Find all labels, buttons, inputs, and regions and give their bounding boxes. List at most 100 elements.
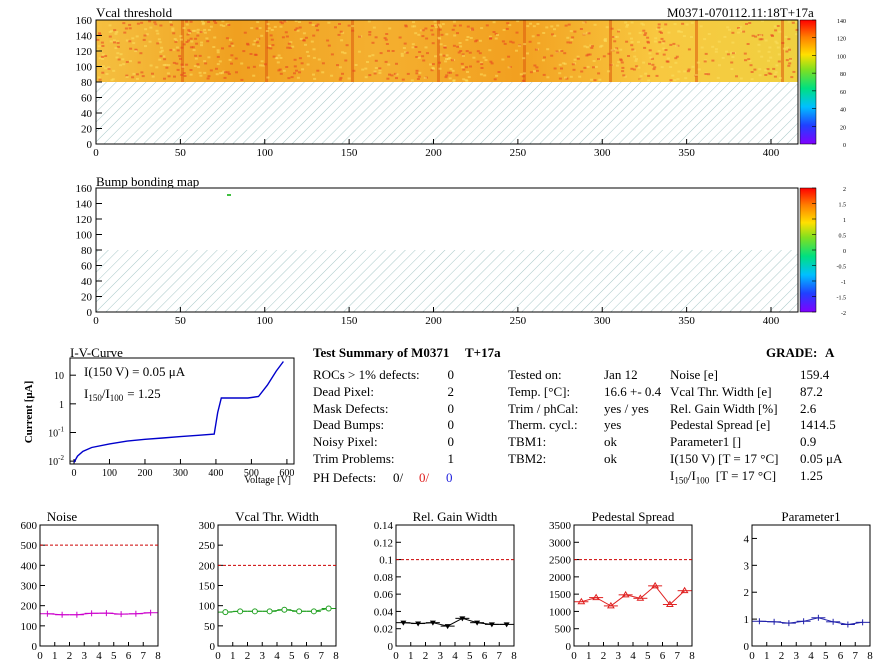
summary-row-label: Dead Bumps:: [313, 417, 385, 433]
histogram-y-tick-label: 100: [199, 601, 216, 613]
summary-row-label: Noisy Pixel:: [313, 434, 378, 450]
histogram-y-tick-label: 0: [388, 641, 394, 653]
histogram-x-tick-label: 2: [67, 650, 73, 662]
bump-color-scale: -2 -1.5 -1 -0.5 0 0.5 1 1.5 2: [799, 187, 847, 317]
histogram-point: [325, 605, 332, 612]
histogram-x-tick-label: 4: [452, 650, 458, 662]
histogram-point: [310, 608, 317, 615]
vcal-plot-area: [95, 19, 799, 145]
chip-boundary-stripe: [265, 20, 268, 82]
color-scale-tick-label: 1.5: [839, 203, 847, 209]
summary-row-value: yes / yes: [604, 400, 649, 416]
histogram-x-tick-label: 5: [823, 650, 829, 662]
histogram-x-tick-label: 3: [82, 650, 88, 662]
histogram-x-tick-label: 6: [304, 650, 310, 662]
map-x-tick-label: 50: [175, 147, 187, 159]
summary-row-value: 159.4: [800, 367, 830, 382]
iv-y-tick-label: 10-1: [48, 425, 64, 439]
vcal-filled-region: [96, 20, 798, 82]
histogram-point: [444, 624, 451, 630]
histogram-point: [429, 620, 436, 626]
map-x-tick-label: 0: [93, 147, 99, 159]
histogram-x-tick-label: 0: [749, 650, 755, 662]
color-scale-tick-label: -2: [841, 311, 846, 317]
iv-y-tick-label: 10-2: [48, 454, 64, 468]
map-y-tick-label: 100: [76, 230, 93, 242]
map-y-tick-label: 160: [76, 15, 93, 27]
module-id: M0371-070112.11:18T+17a: [667, 5, 814, 20]
map-x-tick-label: 400: [763, 147, 780, 159]
ph-defects-value-1: 0/: [393, 470, 404, 485]
vcal-color-scale: 0 20 40 60 80 100 120 140: [799, 19, 846, 149]
map-y-tick-label: 120: [76, 214, 93, 226]
summary-row-value: 87.2: [800, 383, 823, 399]
histogram-point: [651, 581, 660, 589]
map-x-tick-label: 400: [763, 315, 780, 327]
histogram-x-tick-label: 5: [111, 650, 117, 662]
histogram-y-tick-label: 0: [210, 641, 216, 653]
histogram-x-tick-label: 1: [230, 650, 236, 662]
histogram-x-tick-label: 2: [779, 650, 785, 662]
map-y-tick-label: 160: [76, 183, 93, 195]
summary-row-label: Vcal Thr. Width [e]: [670, 383, 772, 399]
histogram-y-tick-label: 150: [199, 581, 216, 593]
histogram-y-tick-label: 0.02: [374, 624, 393, 636]
histogram-x-tick-label: 3: [260, 650, 266, 662]
histogram-x-tick-label: 1: [586, 650, 592, 662]
histogram-y-tick-label: 0.08: [374, 572, 394, 584]
histogram-x-tick-label: 1: [408, 650, 414, 662]
iv-y-tick-label: 1: [59, 400, 64, 411]
color-scale-tick-label: 140: [837, 19, 846, 25]
summary-row-value: 0.05 μA: [800, 451, 843, 466]
grade-label: GRADE:: [766, 345, 818, 360]
histogram-y-tick-label: 2: [744, 587, 750, 599]
histogram-y-tick-label: 1: [744, 614, 750, 626]
histogram-x-tick-label: 2: [245, 650, 251, 662]
color-scale-tick-label: 1: [843, 218, 846, 224]
summary-row-value: 0: [447, 417, 455, 433]
map-x-tick-label: 150: [341, 147, 358, 159]
histogram-point: [474, 620, 481, 626]
summary-title: Test Summary of M0371: [313, 345, 450, 360]
histogram-x-tick-label: 0: [571, 650, 577, 662]
histogram-y-tick-label: 500: [555, 624, 572, 636]
bump-title: Bump bonding map: [96, 174, 200, 189]
histogram-x-tick-label: 8: [867, 650, 873, 662]
summary-row-label: Trim / phCal:: [508, 400, 579, 416]
histogram-x-tick-label: 8: [333, 650, 339, 662]
summary-ratio-label: I150/I100 [T = 17 °C]: [670, 468, 777, 486]
iv-curve-chart: 0 100 200 300 400 500 600 10-2 10-1 1 10 Current […: [23, 357, 295, 486]
iv-series-line: [73, 361, 284, 463]
summary-row-value: 2: [447, 383, 455, 399]
ph-defects-value-3: 0: [446, 470, 453, 485]
iv-annot-ratio: I150/I100 = 1.25: [84, 386, 161, 403]
color-scale-tick-label: -1.5: [837, 296, 847, 302]
color-scale-tick-label: 0: [843, 143, 846, 149]
histogram-y-tick-label: 0: [566, 641, 572, 653]
histogram-x-tick-label: 0: [215, 650, 221, 662]
color-scale-tick-label: 0: [843, 249, 846, 255]
histogram-point: [266, 608, 273, 615]
histogram-title: Noise: [47, 509, 78, 524]
histogram-point: [665, 600, 674, 608]
color-scale-tick-label: 60: [840, 90, 846, 96]
histogram-y-tick-label: 100: [21, 621, 38, 633]
color-scale-tick-label: 100: [837, 54, 846, 60]
summary-row-label: Trim Problems:: [313, 451, 395, 466]
histogram-y-tick-label: 0.12: [374, 537, 393, 549]
histogram-title: Pedestal Spread: [592, 509, 675, 524]
map-x-tick-label: 350: [678, 147, 695, 159]
histogram-x-tick-label: 7: [497, 650, 503, 662]
iv-x-tick-label: 0: [72, 468, 77, 479]
histogram-x-tick-label: 2: [601, 650, 607, 662]
iv-xlabel: Voltage [V]: [244, 475, 291, 486]
histogram-y-tick-label: 4: [744, 533, 750, 545]
vcal-threshold-map: 0 50 100 150 200 250 300 350 4000204060801001201…: [76, 15, 847, 159]
histogram-y-tick-label: 2000: [549, 572, 572, 584]
summary-row-value: 1414.5: [800, 417, 836, 433]
histogram-y-tick-label: 400: [21, 560, 38, 572]
color-scale-tick-label: 80: [840, 72, 846, 78]
